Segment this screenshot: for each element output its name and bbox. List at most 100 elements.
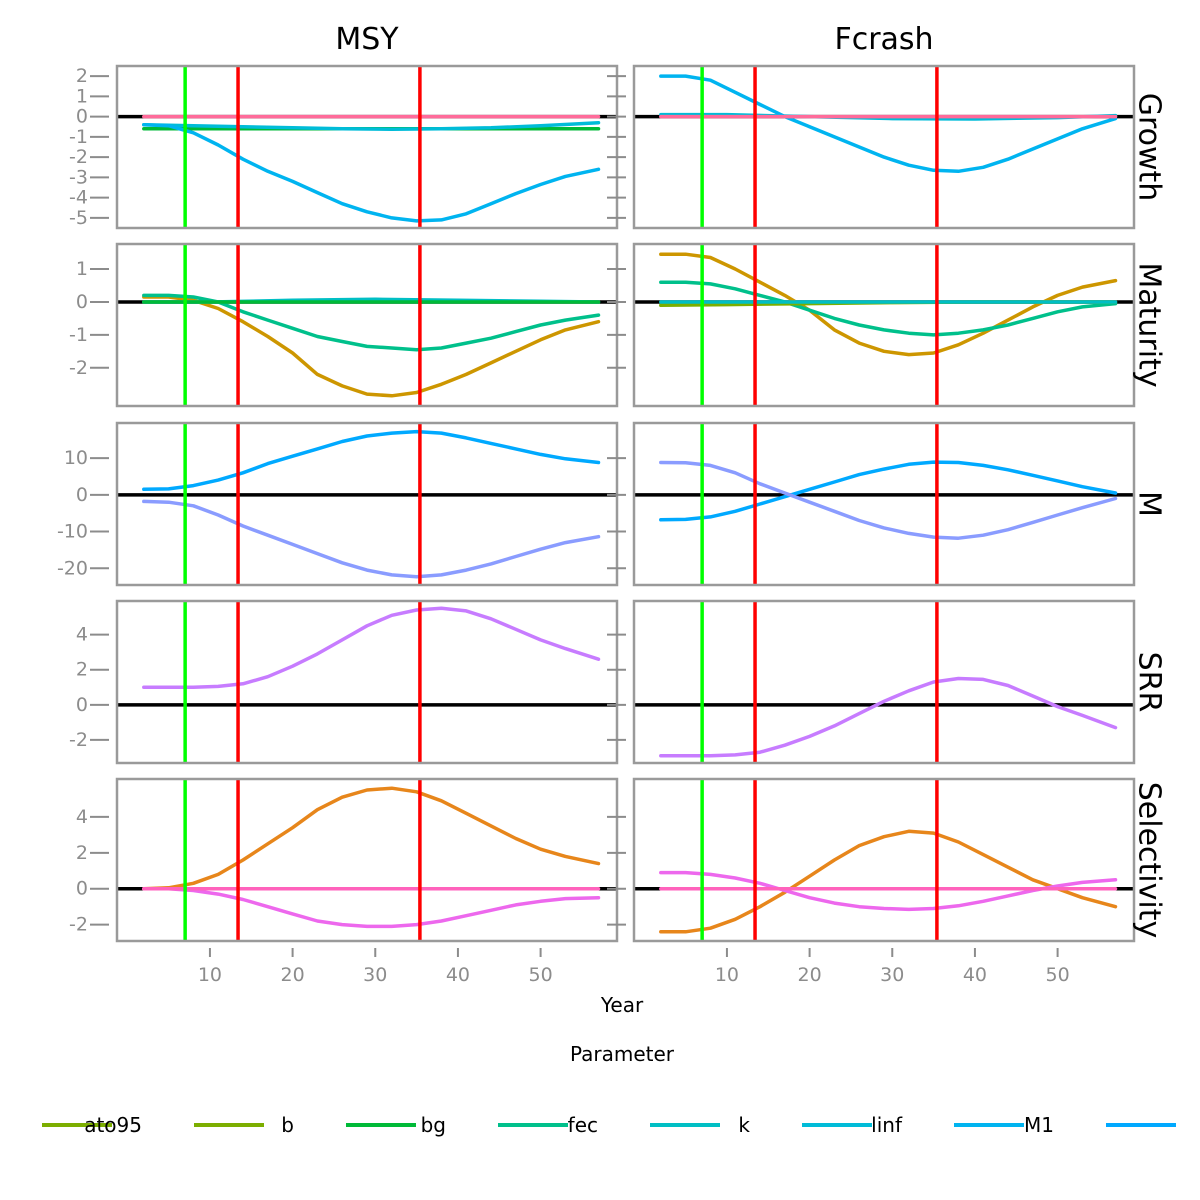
x-tick-label: 10 — [715, 964, 739, 986]
y-tick-label: -2 — [69, 146, 88, 168]
panel-border — [632, 599, 1136, 765]
legend-item-ato95: ato95 — [84, 1113, 264, 1137]
panel-selectivity-msy: 420-210 20 30 40 50 — [69, 777, 619, 986]
series-line-mat — [142, 295, 601, 398]
legend-item-a1: m — [42, 1123, 112, 1127]
x-tick-label: 10 — [198, 964, 222, 986]
y-tick-label: 4 — [76, 806, 88, 828]
x-tick-label: 40 — [963, 964, 987, 986]
panel-border — [632, 777, 1136, 943]
y-tick-label: -1 — [69, 126, 88, 148]
x-axis-label: Year — [600, 993, 644, 1017]
panel-m-msy: 10 0 -10 -20 — [57, 421, 619, 587]
series-line-bg — [659, 280, 1118, 337]
y-tick-label: 4 — [76, 624, 88, 646]
panel-selectivity-fcrash: 10 20 30 40 50 — [607, 777, 1136, 986]
panel-srr-fcrash — [607, 599, 1136, 765]
x-tick-label: 20 — [798, 964, 822, 986]
series-line-sel1 — [142, 786, 601, 891]
series-line-sr — [659, 676, 1118, 758]
y-tick-label: -20 — [57, 557, 88, 579]
y-tick-label: -5 — [69, 207, 88, 229]
y-tick-label: 0 — [76, 291, 88, 313]
panel-srr-msy: 4 2 0 -2 — [69, 599, 619, 765]
legend-label: ato95 — [84, 1113, 142, 1137]
legend-item-fec: fec — [568, 1113, 720, 1137]
series-line-sel2 — [142, 886, 601, 929]
panel-border — [115, 777, 619, 943]
strip-growth: Growth — [1132, 93, 1167, 202]
strip-m: M — [1132, 491, 1167, 517]
panel-border — [632, 421, 1136, 587]
panel-maturity-fcrash — [607, 242, 1136, 408]
panel-growth-fcrash — [607, 64, 1136, 230]
y-tick-label: -4 — [69, 187, 88, 209]
legend-label: k — [738, 1113, 750, 1137]
panel-growth-msy: 210-1-2-3-4-5 — [69, 64, 619, 230]
legend: mato95 b bg fec k linf M1 — [42, 1113, 1176, 1137]
y-tick-label: 0 — [76, 878, 88, 900]
plot-area — [117, 66, 617, 228]
x-tick-label: 40 — [446, 964, 470, 986]
series-line-M2 — [142, 499, 601, 579]
legend-label: b — [281, 1113, 294, 1137]
x-tick-label: 30 — [363, 964, 387, 986]
legend-label: M1 — [1024, 1113, 1054, 1137]
y-tick-label: 2 — [76, 842, 88, 864]
series-line-mat — [659, 252, 1118, 357]
legend-item-b: b — [281, 1113, 416, 1137]
x-tick-label: 30 — [880, 964, 904, 986]
legend-item-M1: M1 — [1024, 1113, 1176, 1137]
y-tick-label: -2 — [69, 729, 88, 751]
x-tick-label: 20 — [281, 964, 305, 986]
series-line-linf — [659, 74, 1118, 174]
y-tick-label: -3 — [69, 166, 88, 188]
y-tick-label: -2 — [69, 357, 88, 379]
plot-area — [634, 244, 1134, 406]
panel-border — [115, 599, 619, 765]
plot-area — [634, 779, 1134, 941]
plot-area — [634, 423, 1134, 585]
y-tick-label: 10 — [64, 447, 88, 469]
legend-item-bg: bg — [421, 1113, 568, 1137]
y-tick-label: 1 — [76, 258, 88, 280]
y-tick-label: 2 — [76, 65, 88, 87]
legend-label: bg — [421, 1113, 446, 1137]
y-tick-label: -10 — [57, 521, 88, 543]
series-line-k — [142, 120, 601, 131]
strip-msy: MSY — [335, 22, 399, 57]
series-line-M1 — [142, 429, 601, 492]
strips-layer: MSY Fcrash Growth Maturity M SRR Selectivity — [335, 22, 1166, 938]
legend-title: Parameter — [570, 1042, 675, 1066]
panel-border — [115, 421, 619, 587]
panel-border — [632, 64, 1136, 230]
legend-item-k: k — [738, 1113, 872, 1137]
series-line-sel2 — [659, 870, 1118, 912]
y-tick-label: 0 — [76, 484, 88, 506]
panel-border — [632, 242, 1136, 408]
series-line-M2 — [659, 460, 1118, 540]
x-tick-label: 50 — [1046, 964, 1070, 986]
y-tick-label: 0 — [76, 106, 88, 128]
plot-area — [634, 601, 1134, 763]
legend-label: linf — [871, 1113, 903, 1137]
strip-srr: SRR — [1132, 652, 1167, 713]
y-tick-label: 1 — [76, 85, 88, 107]
y-tick-label: -2 — [69, 914, 88, 936]
plot-area — [117, 244, 617, 406]
panel-border — [115, 242, 619, 408]
series-line-linf — [142, 122, 601, 223]
plot-area — [117, 601, 617, 763]
plot-area — [117, 779, 617, 941]
strip-maturity: Maturity — [1132, 262, 1167, 387]
y-tick-label: -1 — [69, 324, 88, 346]
legend-item-linf: linf — [871, 1113, 1024, 1137]
plot-area — [634, 66, 1134, 228]
panel-m-fcrash — [607, 421, 1136, 587]
x-tick-label: 50 — [529, 964, 553, 986]
panels-layer: 210-1-2-3-4-510-1-2100-10-20420-2420-210… — [57, 64, 1136, 986]
legend-label: fec — [568, 1113, 598, 1137]
plot-area — [117, 423, 617, 585]
y-tick-label: 2 — [76, 659, 88, 681]
